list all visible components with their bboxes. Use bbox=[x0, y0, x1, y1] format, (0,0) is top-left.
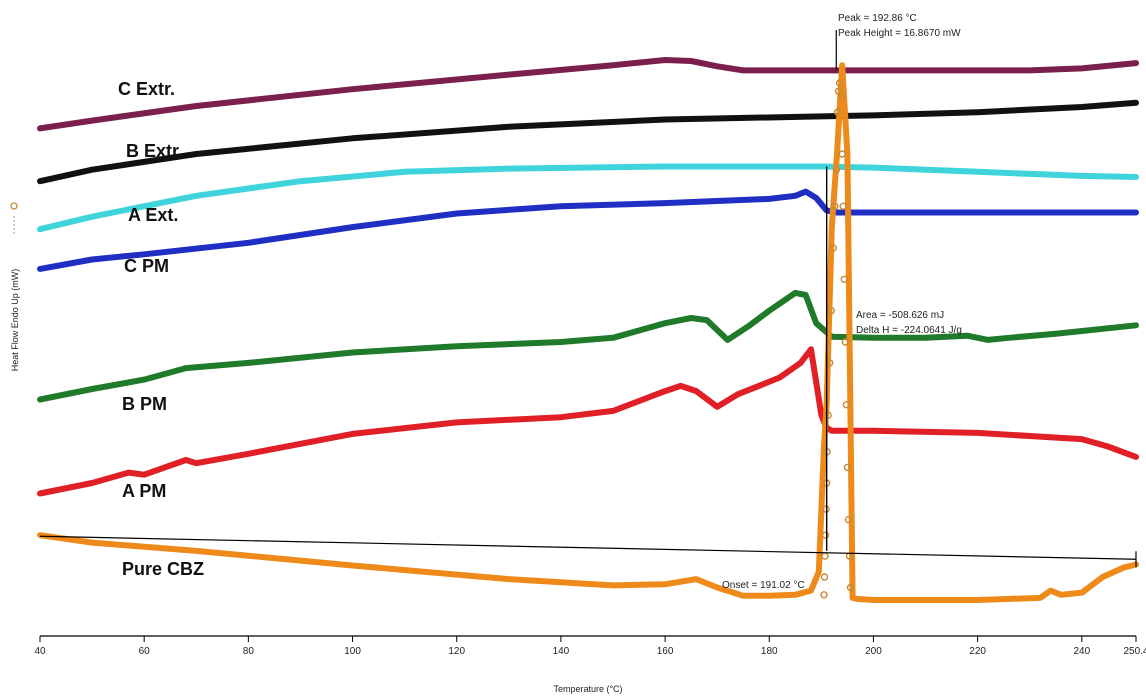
marker-point bbox=[840, 275, 848, 283]
series-label-a-pm: A PM bbox=[122, 481, 166, 501]
y-axis-title: Heat Flow Endo Up (mW) bbox=[10, 269, 20, 372]
x-tick-label: 120 bbox=[448, 646, 465, 657]
series-line-a-pm bbox=[37, 346, 1139, 497]
x-tick-label: 250.4 bbox=[1123, 646, 1146, 657]
marker-point bbox=[837, 92, 845, 101]
series-line-pure-cbz bbox=[37, 62, 1139, 603]
series-label-c-extr: C Extr. bbox=[118, 79, 175, 99]
baseline-line bbox=[39, 535, 1137, 560]
marker-point bbox=[820, 591, 828, 599]
reference-lines-layer bbox=[39, 30, 1137, 568]
annotation-delta-h: Delta H = -224.0641 J/g bbox=[856, 325, 962, 336]
marker-point bbox=[846, 583, 855, 592]
marker-point bbox=[842, 401, 851, 409]
marker-point bbox=[821, 531, 830, 539]
legend-marker-icon bbox=[10, 202, 18, 210]
x-ticks-layer: 40 60 80 100 120 140 160 180 200 220 240 250.4 bbox=[34, 636, 1146, 657]
marker-layer bbox=[820, 79, 855, 599]
marker-point bbox=[835, 79, 844, 87]
annotation-onset: Onset = 191.02 °C bbox=[722, 580, 805, 591]
marker-point bbox=[829, 244, 837, 252]
annotation-peak: Peak = 192.86 °C bbox=[838, 13, 917, 24]
series-label-b-pm: B PM bbox=[122, 394, 167, 414]
marker-point bbox=[843, 463, 852, 472]
annotation-area: Area = -508.626 mJ bbox=[856, 310, 944, 321]
x-tick-label: 100 bbox=[344, 646, 361, 657]
marker-point bbox=[832, 165, 841, 174]
marker-point bbox=[841, 338, 849, 346]
curves-layer bbox=[37, 57, 1139, 603]
marker-point bbox=[833, 108, 842, 116]
curve-labels-layer: C Extr. B Extr. A Ext. C PM B PM A PM Pure CBZ bbox=[118, 79, 204, 579]
marker-point bbox=[831, 202, 839, 210]
marker-point bbox=[839, 202, 847, 210]
x-tick-label: 140 bbox=[553, 646, 570, 657]
series-line-c-extr bbox=[37, 57, 1139, 132]
series-label-pure-cbz: Pure CBZ bbox=[122, 559, 204, 579]
series-label-c-pm: C PM bbox=[124, 256, 169, 276]
marker-point bbox=[838, 150, 846, 158]
annotation-peak-height: Peak Height = 16.8670 mW bbox=[838, 28, 961, 39]
series-label-a-ext: A Ext. bbox=[128, 205, 178, 225]
x-tick-label: 200 bbox=[865, 646, 882, 657]
x-tick-label: 60 bbox=[139, 646, 151, 657]
series-label-b-extr: B Extr. bbox=[126, 141, 183, 161]
series-line-a-ext bbox=[37, 163, 1139, 233]
series-line-b-pm bbox=[37, 289, 1139, 403]
x-tick-label: 240 bbox=[1073, 646, 1090, 657]
x-tick-label: 160 bbox=[657, 646, 674, 657]
marker-point bbox=[820, 573, 829, 581]
series-line-b-extr bbox=[37, 99, 1139, 185]
x-tick-label: 180 bbox=[761, 646, 778, 657]
series-line-c-pm bbox=[37, 188, 1139, 272]
marker-point bbox=[821, 552, 829, 560]
x-tick-label: 80 bbox=[243, 646, 255, 657]
marker-point bbox=[824, 411, 832, 419]
x-axis-title: Temperature (°C) bbox=[553, 684, 622, 694]
marker-point bbox=[827, 307, 835, 315]
marker-point bbox=[844, 515, 853, 524]
x-tick-label: 40 bbox=[34, 646, 46, 657]
x-tick-label: 220 bbox=[969, 646, 986, 657]
